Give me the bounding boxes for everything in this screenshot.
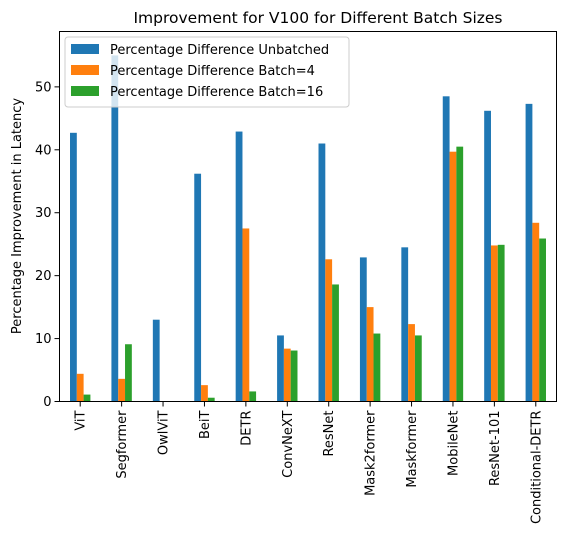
- bar-segformer-series-2: [118, 378, 126, 402]
- bars-group: [70, 55, 546, 402]
- bar-conditional-detr-series-2: [532, 222, 540, 402]
- legend-label-2: Percentage Difference Batch=4: [110, 64, 315, 79]
- y-tick-label: 30: [35, 206, 52, 221]
- bar-beit-series-3: [207, 397, 215, 402]
- bar-detr-series-2: [242, 228, 250, 402]
- bar-detr-series-3: [249, 391, 257, 402]
- legend-label-1: Percentage Difference Unbatched: [110, 43, 329, 58]
- y-tick-label: 40: [35, 143, 52, 158]
- x-tick-label: Conditional-DETR: [529, 411, 544, 525]
- bar-resnet-101-series-3: [497, 244, 505, 402]
- plot-frame: [59, 31, 557, 402]
- x-tick-label: Maskformer: [405, 410, 420, 488]
- chart-title: Improvement for V100 for Different Batch…: [133, 9, 502, 27]
- y-tick-label: 50: [35, 80, 52, 95]
- legend-box: [64, 36, 350, 108]
- x-tick-label: Segformer: [115, 410, 130, 479]
- bar-resnet-series-3: [332, 284, 339, 402]
- x-tick-label: ConvNeXT: [281, 410, 296, 477]
- bar-segformer-series-3: [125, 344, 132, 402]
- y-tick-label: 10: [35, 332, 52, 347]
- bar-resnet-series-2: [325, 259, 333, 402]
- y-axis: 0 10 20 30 40 50: [35, 80, 60, 410]
- bar-vit-series-2: [76, 373, 84, 402]
- bar-segformer-series-1: [111, 55, 119, 402]
- bar-maskformer-series-1: [401, 247, 409, 402]
- bar-owlvit-series-1: [152, 319, 160, 402]
- bar-mask2former-series-3: [373, 333, 381, 402]
- x-tick-label: ResNet: [322, 411, 337, 457]
- y-tick-label: 0: [43, 395, 51, 410]
- bar-beit-series-1: [194, 173, 202, 402]
- y-axis-label: Percentage Improvement in Latency: [10, 98, 25, 335]
- bar-convnext-series-1: [277, 335, 284, 402]
- bar-beit-series-2: [201, 385, 208, 402]
- x-tick-label: ResNet-101: [488, 411, 503, 487]
- bar-vit-series-1: [70, 132, 77, 402]
- x-tick-label: ViT: [74, 410, 89, 430]
- y-tick-label: 20: [35, 269, 52, 284]
- bar-convnext-series-3: [290, 350, 298, 402]
- bar-maskformer-series-3: [414, 335, 422, 402]
- bar-resnet-101-series-1: [484, 110, 491, 402]
- bar-mobilenet-series-3: [456, 146, 464, 402]
- bar-mobilenet-series-2: [449, 151, 457, 402]
- bar-resnet-101-series-2: [490, 245, 498, 402]
- x-tick-label: BeiT: [198, 410, 213, 439]
- bar-vit-series-3: [83, 394, 91, 402]
- bar-detr-series-1: [235, 131, 243, 402]
- bar-mobilenet-series-1: [442, 96, 450, 402]
- legend-swatch-1: [71, 44, 99, 54]
- legend: Percentage Difference Unbatched Percentag…: [64, 36, 350, 108]
- legend-swatch-3: [71, 86, 99, 96]
- x-axis: ViT Segformer OwlViT BeiT DETR ConvNeXT ResNet…: [74, 401, 544, 525]
- x-tick-label: DETR: [239, 411, 254, 446]
- bar-maskformer-series-2: [408, 324, 415, 402]
- bar-resnet-series-1: [318, 143, 326, 402]
- bar-conditional-detr-series-3: [539, 238, 546, 402]
- x-tick-label: Mask2former: [364, 410, 379, 496]
- bar-mask2former-series-2: [366, 307, 374, 402]
- bar-conditional-detr-series-1: [525, 103, 533, 402]
- bar-mask2former-series-1: [359, 257, 367, 402]
- bar-convnext-series-2: [283, 348, 291, 402]
- x-tick-label: MobileNet: [446, 411, 461, 476]
- legend-swatch-2: [71, 65, 99, 75]
- x-tick-label: OwlViT: [157, 410, 172, 455]
- legend-label-3: Percentage Difference Batch=16: [110, 85, 323, 100]
